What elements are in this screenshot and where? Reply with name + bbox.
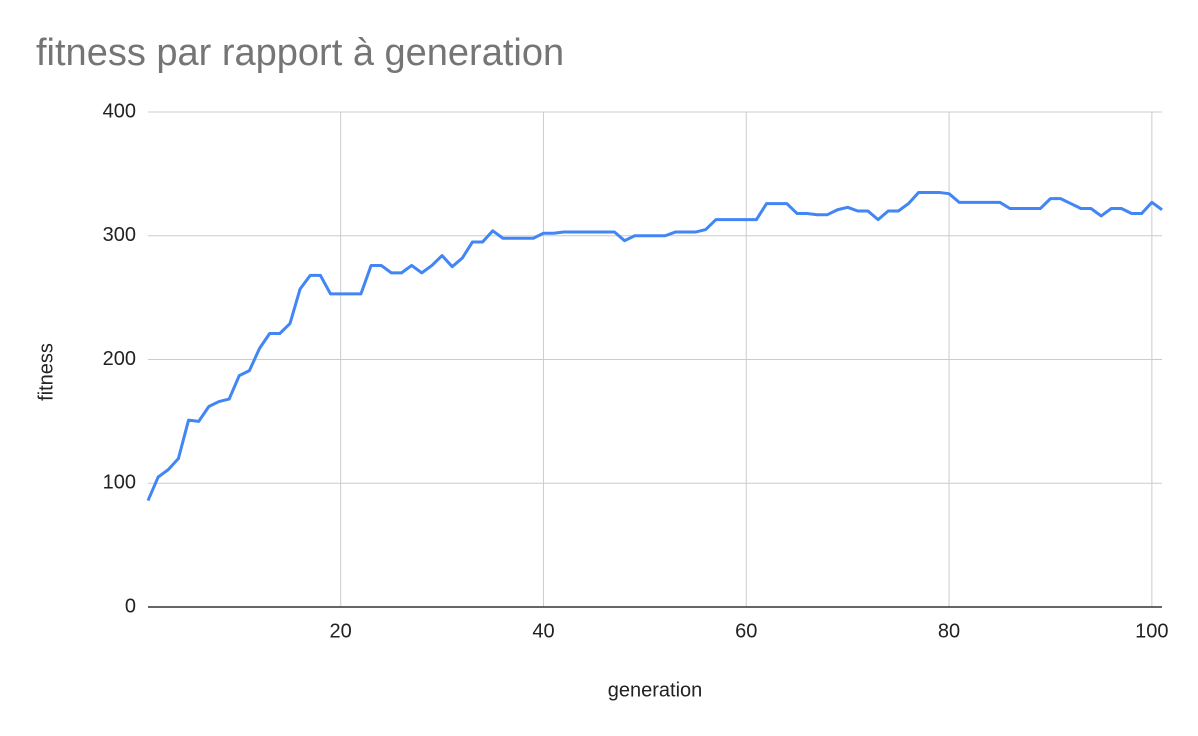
x-tick-label: 20 — [330, 620, 352, 642]
x-tick-label: 60 — [735, 620, 757, 642]
y-tick-label: 100 — [103, 472, 136, 494]
data-line — [146, 190, 1163, 502]
y-tick-label: 400 — [103, 100, 136, 122]
chart-title: fitness par rapport à generation — [36, 32, 564, 74]
x-tick-label: 100 — [1135, 620, 1168, 642]
y-tick-label: 200 — [103, 348, 136, 370]
x-tick-label: 80 — [938, 620, 960, 642]
x-tick-label: 40 — [532, 620, 554, 642]
x-axis-label: generation — [608, 679, 703, 701]
y-axis-label: fitness — [35, 343, 57, 401]
y-tick-label: 0 — [125, 595, 136, 617]
y-tick-label: 300 — [103, 224, 136, 246]
